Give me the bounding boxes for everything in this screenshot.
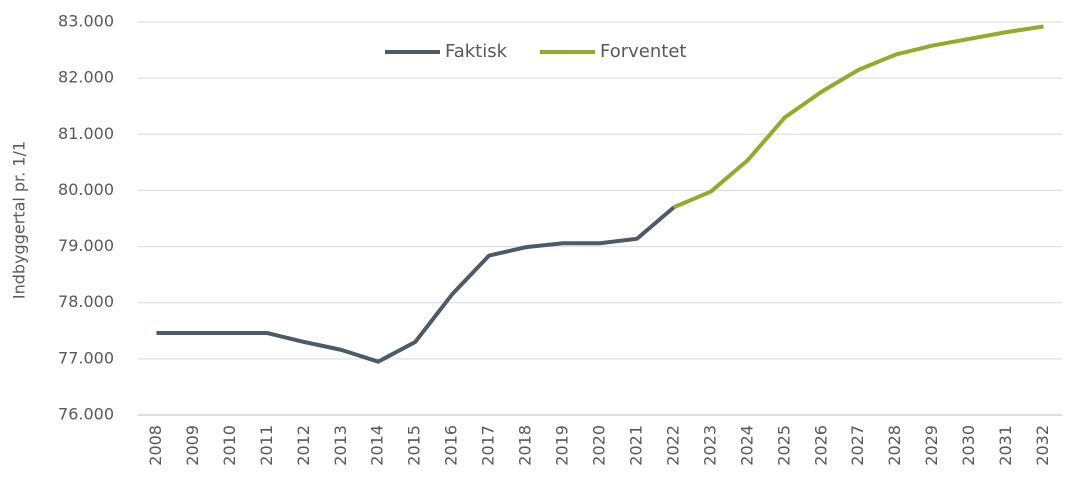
legend-label: Faktisk — [445, 41, 508, 62]
x-tick-label: 2020 — [590, 425, 609, 466]
x-tick-label: 2028 — [885, 425, 904, 466]
x-tick-label: 2032 — [1033, 425, 1052, 466]
y-tick-label: 83.000 — [58, 12, 114, 31]
legend-label: Forventet — [600, 41, 686, 62]
y-tick-label: 76.000 — [58, 405, 114, 424]
series-line — [156, 205, 676, 364]
y-tick-label: 78.000 — [58, 292, 114, 311]
x-tick-label: 2019 — [553, 425, 572, 466]
x-tick-label: 2008 — [146, 425, 165, 466]
x-tick-label: 2015 — [405, 425, 424, 466]
x-tick-label: 2014 — [368, 425, 387, 466]
y-tick-label: 82.000 — [58, 68, 114, 87]
x-tick-label: 2022 — [663, 425, 682, 466]
x-tick-label: 2013 — [331, 425, 350, 466]
x-tick-label: 2024 — [737, 425, 756, 466]
x-tick-label: 2030 — [959, 425, 978, 466]
x-tick-label: 2025 — [774, 425, 793, 466]
x-tick-label: 2012 — [294, 425, 313, 466]
x-tick-label: 2018 — [516, 425, 535, 466]
y-axis-label: Indbyggertal pr. 1/1 — [10, 141, 29, 299]
x-tick-label: 2016 — [442, 425, 461, 466]
x-tick-label: 2017 — [479, 425, 498, 466]
x-tick-label: 2021 — [626, 425, 645, 466]
x-tick-label: 2009 — [183, 425, 202, 466]
y-tick-label: 79.000 — [58, 236, 114, 255]
x-tick-label: 2026 — [811, 425, 830, 466]
x-tick-label: 2023 — [700, 425, 719, 466]
x-tick-label: 2027 — [848, 425, 867, 466]
series-line — [673, 24, 1044, 210]
x-tick-label: 2011 — [257, 425, 276, 466]
x-tick-label: 2031 — [996, 425, 1015, 466]
y-tick-label: 80.000 — [58, 180, 114, 199]
y-tick-label: 81.000 — [58, 124, 114, 143]
x-tick-label: 2029 — [922, 425, 941, 466]
x-tick-label: 2010 — [220, 425, 239, 466]
y-tick-label: 77.000 — [58, 348, 114, 367]
